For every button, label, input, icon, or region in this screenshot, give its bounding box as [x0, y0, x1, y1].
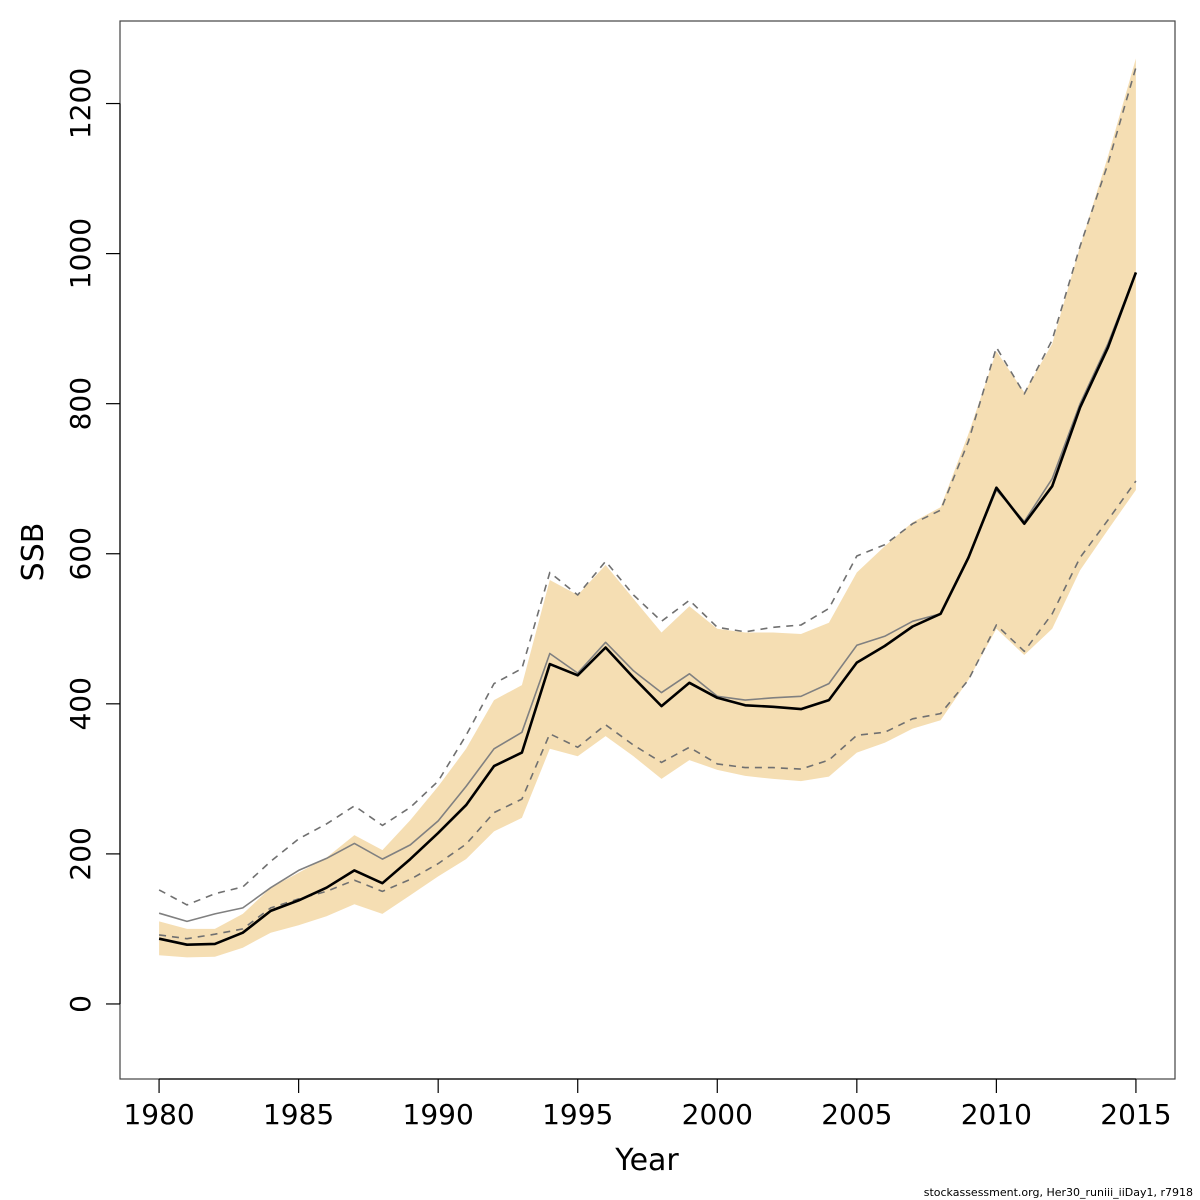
x-tick-label: 2000: [682, 1098, 753, 1131]
y-tick-label: 600: [64, 527, 97, 580]
series-line-estimate: [158, 271, 1138, 947]
x-tick-label: 2015: [1100, 1098, 1171, 1131]
footer-note: stockassessment.org, Her30_runiii_iiDay1…: [924, 1186, 1193, 1199]
x-tick-label: 1980: [123, 1098, 194, 1131]
x-tick-label: 2010: [961, 1098, 1032, 1131]
x-tick-label: 1990: [403, 1098, 474, 1131]
x-tick-label: 1995: [542, 1098, 613, 1131]
y-axis: 0 200 400 600 800 1000 1200: [64, 68, 121, 1013]
x-tick-label: 1985: [263, 1098, 334, 1131]
x-tick-label: 2005: [821, 1098, 892, 1131]
y-tick-label: 200: [64, 827, 97, 880]
series-line-comparison-upper: [158, 67, 1137, 906]
series-line-comparison-lower: [158, 480, 1137, 940]
confidence-band: [159, 58, 1136, 958]
y-axis-title: SSB: [16, 523, 51, 582]
x-axis: 1980 1985 1990 1995 2000 2005 2010 2015: [123, 1078, 1172, 1131]
y-tick-label: 0: [64, 995, 97, 1013]
y-tick-label: 1000: [64, 218, 97, 289]
y-tick-label: 400: [64, 677, 97, 730]
y-tick-label: 800: [64, 377, 97, 430]
x-axis-title: Year: [614, 1143, 679, 1178]
y-tick-label: 1200: [64, 68, 97, 139]
